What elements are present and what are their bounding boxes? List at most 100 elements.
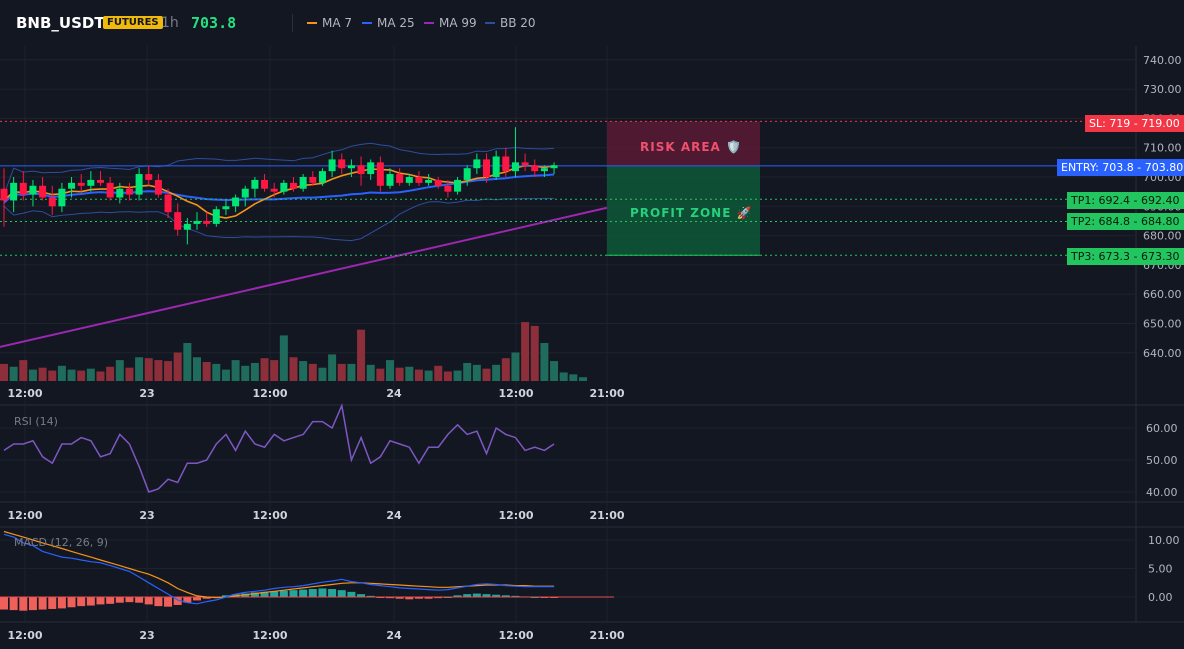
candlesticks bbox=[0, 127, 558, 245]
candle-body bbox=[454, 179, 462, 192]
volume-bar bbox=[67, 369, 76, 381]
volume-bar bbox=[511, 352, 520, 381]
macd-tick-label: 0.00 bbox=[1148, 591, 1173, 604]
bb-upper-line bbox=[3, 142, 555, 195]
macd-histogram-bar bbox=[173, 597, 182, 605]
volume-bar bbox=[86, 368, 95, 381]
candle-body bbox=[531, 165, 539, 172]
rsi-line bbox=[3, 403, 555, 493]
symbol-name[interactable]: BNB_USDT bbox=[16, 14, 105, 32]
macd-histogram-bar bbox=[463, 594, 472, 597]
candle-body bbox=[338, 159, 346, 169]
bb-lower-line bbox=[3, 197, 555, 242]
volume-bar bbox=[463, 362, 472, 381]
volume-bar bbox=[250, 362, 259, 381]
rsi-tick-label: 40.00 bbox=[1146, 486, 1178, 499]
price-tick-label: 650.00 bbox=[1143, 318, 1182, 331]
macd-histogram-bar bbox=[405, 597, 414, 600]
time-tick-label: 24 bbox=[386, 509, 402, 522]
candle-body bbox=[87, 179, 95, 186]
volume-bar bbox=[386, 360, 394, 381]
macd-histogram-bar bbox=[106, 597, 115, 604]
header-divider bbox=[292, 14, 293, 32]
time-tick-label: 23 bbox=[139, 629, 154, 642]
macd-histogram-bar bbox=[57, 597, 66, 609]
macd-histogram-bar bbox=[337, 590, 346, 597]
candle-body bbox=[444, 185, 452, 192]
volume-bar bbox=[357, 329, 366, 381]
macd-histogram-bar bbox=[202, 597, 211, 599]
volume-bar bbox=[395, 367, 404, 381]
candle-body bbox=[0, 188, 8, 201]
candle-body bbox=[125, 188, 133, 195]
legend-bb20[interactable]: BB 20 bbox=[485, 16, 536, 30]
profit-zone-rect bbox=[607, 165, 760, 256]
entry-tag-text: ENTRY: 703.8 bbox=[1061, 161, 1134, 174]
candle-body bbox=[270, 188, 278, 192]
price-tick-label: 740.00 bbox=[1143, 54, 1182, 67]
volume-bar bbox=[482, 368, 491, 381]
tp2-tag-text: TP2: 684.8 bbox=[1071, 215, 1131, 228]
time-tick-label: 12:00 bbox=[252, 629, 287, 642]
price-tick-label: 680.00 bbox=[1143, 230, 1182, 243]
candle-body bbox=[309, 177, 317, 183]
legend-ma7[interactable]: MA 7 bbox=[307, 16, 352, 30]
time-tick-label: 24 bbox=[386, 629, 402, 642]
macd-histogram-bar bbox=[299, 589, 308, 597]
macd-histogram-bar bbox=[9, 597, 18, 611]
volume-bar bbox=[530, 325, 539, 381]
candle-body bbox=[290, 182, 297, 189]
time-tick-label: 12:00 bbox=[7, 387, 42, 400]
volume-bar bbox=[337, 363, 346, 381]
candle-body bbox=[483, 159, 490, 177]
macd-line bbox=[3, 533, 555, 605]
time-tick-label: 23 bbox=[139, 509, 154, 522]
volume-bar bbox=[550, 361, 559, 381]
macd-histogram-bar bbox=[67, 597, 76, 608]
legend-ma99[interactable]: MA 99 bbox=[424, 16, 477, 30]
legend-swatch-icon bbox=[307, 21, 317, 24]
macd-histogram-bar bbox=[28, 597, 37, 611]
candle-body bbox=[77, 182, 85, 186]
candle-body bbox=[116, 188, 124, 198]
macd-histogram-bar bbox=[96, 597, 105, 605]
candle-body bbox=[19, 182, 27, 195]
candle-body bbox=[154, 179, 162, 195]
timeframe-selector[interactable]: 1h bbox=[161, 15, 179, 31]
volume-bar bbox=[540, 343, 549, 381]
tp3-axis-text: 673.30 bbox=[1141, 250, 1180, 263]
macd-histogram-bar bbox=[164, 597, 173, 607]
candle-body bbox=[521, 162, 529, 166]
legend-label: MA 25 bbox=[377, 16, 415, 30]
candle-body bbox=[396, 174, 404, 183]
time-tick-label: 12:00 bbox=[252, 387, 287, 400]
macd-histogram-bar bbox=[347, 591, 356, 597]
macd-histogram-bar bbox=[357, 594, 366, 597]
macd-histogram-bar bbox=[221, 595, 230, 597]
volume-bar bbox=[9, 366, 18, 381]
candle-body bbox=[164, 194, 172, 213]
volume-bar bbox=[472, 364, 481, 381]
macd-histogram-bar bbox=[38, 597, 47, 610]
tp1-axis-text: 692.40 bbox=[1141, 194, 1180, 207]
legend-swatch-icon bbox=[485, 21, 495, 24]
legend-ma25[interactable]: MA 25 bbox=[362, 16, 415, 30]
macd-histogram-bar bbox=[193, 597, 201, 601]
volume-bar bbox=[183, 343, 192, 381]
volume-bar bbox=[221, 369, 230, 381]
level-lines bbox=[0, 120, 1136, 256]
time-tick-label: 12:00 bbox=[7, 629, 42, 642]
macd-histogram-bar bbox=[424, 597, 433, 599]
macd-histogram-bar bbox=[86, 597, 95, 606]
macd-histogram-bar bbox=[279, 590, 288, 597]
price-tick-label: 660.00 bbox=[1143, 288, 1182, 301]
candle-body bbox=[145, 174, 153, 180]
tp1-level-tag: TP1: 692.4 - 692.40 bbox=[1067, 192, 1184, 209]
legend-label: BB 20 bbox=[500, 16, 536, 30]
time-tick-label: 12:00 bbox=[7, 509, 42, 522]
profit-zone-label: PROFIT ZONE 🚀 bbox=[630, 206, 753, 220]
candle-body bbox=[241, 188, 249, 198]
candle-body bbox=[376, 162, 384, 186]
ma7-line bbox=[3, 164, 555, 219]
